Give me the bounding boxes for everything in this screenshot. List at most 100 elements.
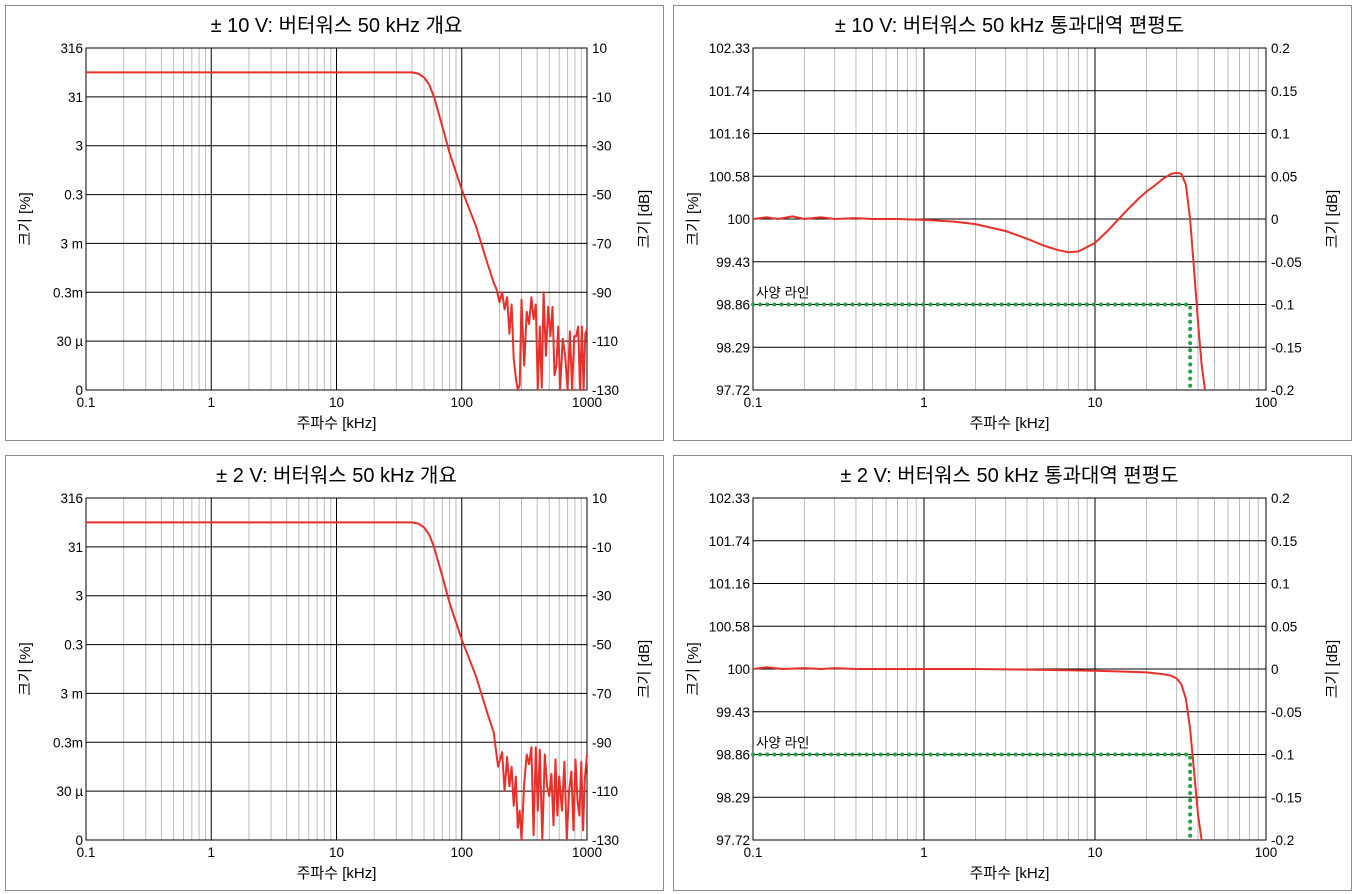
y-axis-label-left: 크기 [%] [17, 192, 34, 245]
right-tick-label: 0 [1271, 662, 1279, 677]
right-tick-label: -70 [592, 236, 612, 251]
right-tick-label: -70 [592, 686, 612, 701]
left-tick-label: 3 [75, 589, 83, 604]
y-axis-label-left: 크기 [%] [685, 642, 702, 695]
left-tick-label: 101.74 [709, 534, 751, 549]
left-tick-label: 98.29 [716, 790, 750, 805]
left-tick-label: 316 [60, 491, 83, 506]
x-tick-label: 10 [329, 395, 344, 410]
right-tick-label: -90 [592, 285, 612, 300]
x-tick-label: 100 [450, 845, 473, 860]
right-tick-label: -0.15 [1271, 340, 1302, 355]
left-tick-label: 0 [75, 833, 83, 848]
right-tick-label: -130 [592, 833, 619, 848]
left-tick-label: 100 [727, 662, 750, 677]
x-tick-label: 10 [1087, 395, 1102, 410]
left-tick-label: 102.33 [709, 491, 750, 506]
right-tick-label: -0.05 [1271, 255, 1302, 270]
series-line [753, 171, 1206, 391]
left-tick-label: 0.3 [64, 188, 83, 203]
chart-title: ± 10 V: 버터워스 50 kHz 개요 [211, 14, 463, 37]
y-axis-label-right: 크기 [dB] [1324, 640, 1341, 698]
right-tick-label: 0.2 [1271, 41, 1290, 56]
right-tick-label: -30 [592, 589, 612, 604]
right-tick-label: 10 [592, 41, 607, 56]
chart-panel-bottom-right: ± 2 V: 버터워스 50 kHz 통과대역 편평도 0.2 0.15 0.1 0.0… [673, 455, 1352, 891]
x-tick-label: 1000 [572, 845, 602, 860]
left-tick-label: 100.58 [709, 619, 750, 634]
chart-svg: ± 10 V: 버터워스 50 kHz 개요10-10-30-50-70-90-… [17, 14, 653, 432]
chart-panel-top-left: ± 10 V: 버터워스 50 kHz 개요 10 -10 -30 -50 -70 -90-… [5, 5, 664, 441]
right-tick-label: 0.05 [1271, 169, 1297, 184]
left-tick-label: 0.3m [53, 285, 83, 300]
chart-svg: ± 2 V: 버터워스 50 kHz 개요10-10-30-50-70-90-1… [17, 464, 653, 882]
plot-frame [85, 47, 588, 391]
left-tick-label: 0.3 [64, 638, 83, 653]
spec-line-label: 사양 라인 [756, 736, 809, 751]
left-tick-label: 0 [75, 383, 83, 398]
left-tick-label: 98.29 [716, 340, 750, 355]
chart-title: ± 2 V: 버터워스 50 kHz 통과대역 편평도 [840, 464, 1178, 487]
right-tick-label: 10 [592, 491, 607, 506]
right-tick-label: -0.2 [1271, 383, 1294, 398]
x-axis-label: 주파수 [kHz] [970, 865, 1050, 882]
left-tick-label: 0.3m [53, 735, 83, 750]
right-tick-label: 0.15 [1271, 84, 1297, 99]
left-tick-label: 98.86 [716, 298, 750, 313]
left-tick-label: 30 µ [56, 334, 83, 349]
y-axis-label-left: 크기 [%] [685, 192, 702, 245]
right-tick-label: -50 [592, 188, 612, 203]
chart-svg: ± 2 V: 버터워스 50 kHz 통과대역 편평도 0.2 0.15 0.1 0.0… [685, 464, 1341, 882]
y-axis-label-left: 크기 [%] [17, 642, 34, 695]
left-tick-label: 98.86 [716, 748, 750, 763]
x-tick-label: 100 [450, 395, 473, 410]
right-tick-label: -10 [592, 90, 612, 105]
x-axis-label: 주파수 [kHz] [297, 865, 377, 882]
left-tick-label: 101.16 [709, 127, 750, 142]
left-tick-label: 31 [68, 90, 83, 105]
right-tick-label: 0.1 [1271, 127, 1290, 142]
x-tick-label: 0.1 [744, 845, 763, 860]
right-tick-label: -50 [592, 638, 612, 653]
series-line [753, 666, 1203, 841]
x-axis-label: 주파수 [kHz] [297, 415, 377, 432]
x-tick-label: 100 [1255, 845, 1278, 860]
spec-line-label: 사양 라인 [756, 286, 809, 301]
x-tick-label: 1 [207, 395, 215, 410]
x-tick-label: 1000 [572, 395, 602, 410]
right-tick-label: -0.1 [1271, 298, 1294, 313]
left-tick-label: 100 [727, 212, 750, 227]
y-axis-label-right: 크기 [dB] [636, 640, 653, 698]
left-tick-label: 97.72 [716, 383, 750, 398]
right-tick-label: -0.05 [1271, 705, 1302, 720]
right-tick-label: -0.15 [1271, 790, 1302, 805]
x-tick-label: 0.1 [77, 845, 96, 860]
right-tick-label: -130 [592, 383, 619, 398]
x-tick-label: 0.1 [744, 395, 763, 410]
chart-panel-bottom-left: ± 2 V: 버터워스 50 kHz 개요 10 -10 -30 -50 -70 -90 -1… [5, 455, 664, 891]
right-tick-label: 0 [1271, 212, 1279, 227]
series-line [86, 71, 588, 391]
right-tick-label: 0.15 [1271, 534, 1297, 549]
x-tick-label: 1 [207, 845, 215, 860]
x-tick-label: 100 [1255, 395, 1278, 410]
chart-panel-top-right: ± 10 V: 버터워스 50 kHz 통과대역 편평도 0.2 0.15 0.1 0.… [673, 5, 1352, 441]
left-tick-label: 101.16 [709, 577, 750, 592]
x-tick-label: 1 [920, 845, 928, 860]
left-tick-label: 316 [60, 41, 83, 56]
left-tick-label: 30 µ [56, 784, 83, 799]
left-tick-label: 101.74 [709, 84, 751, 99]
right-tick-label: 0.2 [1271, 491, 1290, 506]
right-tick-label: -90 [592, 735, 612, 750]
right-tick-label: -0.1 [1271, 748, 1294, 763]
left-tick-label: 3 m [60, 236, 83, 251]
right-tick-label: -110 [592, 334, 618, 349]
left-tick-label: 100.58 [709, 169, 750, 184]
x-tick-label: 10 [329, 845, 344, 860]
plot-frame [85, 497, 588, 841]
y-axis-label-right: 크기 [dB] [636, 190, 653, 248]
right-tick-label: -30 [592, 139, 612, 154]
chart-title: ± 10 V: 버터워스 50 kHz 통과대역 편평도 [835, 14, 1184, 37]
right-tick-label: 0.05 [1271, 619, 1297, 634]
right-tick-label: -110 [592, 784, 618, 799]
